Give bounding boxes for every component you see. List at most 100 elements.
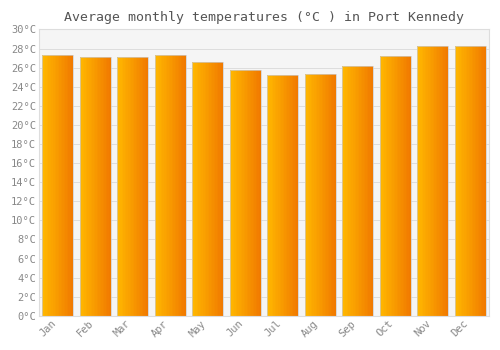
Bar xyxy=(144,57,145,316)
Bar xyxy=(250,70,252,316)
Bar xyxy=(384,56,386,316)
Bar xyxy=(208,62,209,316)
Bar xyxy=(350,66,352,316)
Bar xyxy=(120,57,122,316)
Bar xyxy=(230,70,232,316)
Bar xyxy=(347,66,348,316)
Bar xyxy=(168,55,170,316)
Bar xyxy=(220,62,222,316)
Bar xyxy=(404,56,406,316)
Bar xyxy=(383,56,384,316)
Bar xyxy=(86,57,88,316)
Bar xyxy=(328,74,330,316)
Bar xyxy=(132,57,134,316)
Bar xyxy=(281,75,282,316)
Bar xyxy=(130,57,131,316)
Bar xyxy=(70,55,71,316)
Bar xyxy=(419,46,420,316)
Bar xyxy=(124,57,125,316)
Bar xyxy=(422,46,424,316)
Bar xyxy=(240,70,242,316)
Bar xyxy=(323,74,325,316)
Bar xyxy=(372,66,373,316)
Bar xyxy=(272,75,274,316)
Bar xyxy=(82,57,83,316)
Bar xyxy=(430,46,431,316)
Bar xyxy=(222,62,223,316)
Bar xyxy=(286,75,288,316)
Bar xyxy=(280,75,281,316)
Bar xyxy=(468,46,470,316)
Bar xyxy=(184,55,186,316)
Bar xyxy=(346,66,347,316)
Bar xyxy=(360,66,362,316)
Bar xyxy=(446,46,448,316)
Bar xyxy=(314,74,316,316)
Bar xyxy=(396,56,398,316)
Bar xyxy=(118,57,148,316)
Bar xyxy=(464,46,466,316)
Bar xyxy=(84,57,86,316)
Bar xyxy=(52,55,53,316)
Bar xyxy=(253,70,254,316)
Bar xyxy=(320,74,322,316)
Bar xyxy=(136,57,138,316)
Bar xyxy=(484,46,486,316)
Bar xyxy=(42,55,44,316)
Bar xyxy=(389,56,390,316)
Bar xyxy=(90,57,92,316)
Bar xyxy=(100,57,102,316)
Bar xyxy=(426,46,428,316)
Bar xyxy=(80,57,110,316)
Bar xyxy=(245,70,246,316)
Bar xyxy=(175,55,176,316)
Bar xyxy=(140,57,142,316)
Bar xyxy=(344,66,346,316)
Bar xyxy=(356,66,358,316)
Bar xyxy=(445,46,446,316)
Bar xyxy=(475,46,476,316)
Bar xyxy=(162,55,164,316)
Bar xyxy=(482,46,484,316)
Bar xyxy=(402,56,403,316)
Bar xyxy=(440,46,442,316)
Bar xyxy=(139,57,140,316)
Bar xyxy=(274,75,275,316)
Bar xyxy=(398,56,400,316)
Bar xyxy=(170,55,172,316)
Bar xyxy=(364,66,366,316)
Bar xyxy=(288,75,289,316)
Bar xyxy=(72,55,73,316)
Bar xyxy=(192,62,194,316)
Bar xyxy=(192,62,223,316)
Bar xyxy=(216,62,217,316)
Bar xyxy=(126,57,128,316)
Bar xyxy=(462,46,464,316)
Bar xyxy=(106,57,108,316)
Bar xyxy=(254,70,256,316)
Bar xyxy=(354,66,356,316)
Bar xyxy=(210,62,212,316)
Bar xyxy=(212,62,214,316)
Bar xyxy=(180,55,181,316)
Bar xyxy=(268,75,269,316)
Bar xyxy=(196,62,197,316)
Bar xyxy=(108,57,109,316)
Bar xyxy=(331,74,332,316)
Bar xyxy=(244,70,245,316)
Bar xyxy=(248,70,250,316)
Bar xyxy=(158,55,160,316)
Bar xyxy=(380,56,382,316)
Bar xyxy=(432,46,434,316)
Bar xyxy=(388,56,389,316)
Bar xyxy=(332,74,334,316)
Bar xyxy=(67,55,68,316)
Bar xyxy=(406,56,407,316)
Bar xyxy=(206,62,208,316)
Bar xyxy=(119,57,120,316)
Bar xyxy=(367,66,368,316)
Bar xyxy=(418,46,448,316)
Bar xyxy=(142,57,144,316)
Bar xyxy=(390,56,392,316)
Bar xyxy=(436,46,438,316)
